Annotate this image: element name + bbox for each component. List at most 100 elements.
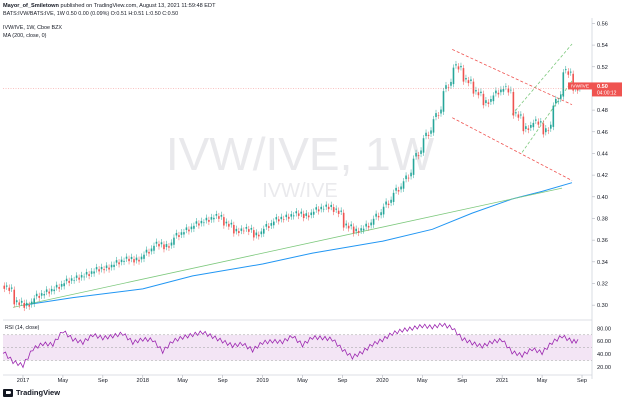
candle-body [43, 294, 45, 296]
candle-body [68, 280, 70, 283]
candle-body [305, 213, 308, 216]
candle-body [447, 87, 450, 88]
candle-body [395, 187, 397, 191]
x-tick-label: 2021 [496, 378, 508, 384]
candle-body [233, 224, 235, 234]
candle-body [475, 90, 477, 92]
ma-legend[interactable]: MA (200, close, 0) [3, 33, 47, 39]
candle-body [110, 264, 113, 268]
candle-body [355, 228, 357, 232]
rising-trendline [12, 187, 563, 308]
candle-body [63, 283, 65, 287]
candle-body [442, 91, 445, 112]
candle-body [342, 212, 345, 228]
symbol-tag-label: IVW/IVE [571, 84, 589, 90]
candle-body [452, 67, 455, 85]
candle-body [243, 230, 245, 232]
symbol-legend[interactable]: IVW/IVE, 1W, Cboe BZX [3, 25, 63, 31]
candle-body [20, 300, 23, 303]
candle-body [457, 66, 460, 70]
tradingview-logo-icon [3, 388, 13, 397]
y-tick-label: 0.40 [597, 195, 608, 201]
candle-body [248, 229, 250, 232]
candle-body [205, 217, 208, 221]
candle-body [562, 72, 565, 97]
candle-body [285, 214, 288, 218]
candle-body [198, 223, 200, 226]
candle-body [213, 217, 215, 220]
candle-body [407, 177, 410, 179]
candle-body [365, 223, 367, 227]
candle-body [330, 204, 332, 207]
candle-body [307, 215, 310, 218]
candle-body [375, 213, 377, 217]
candle-body [85, 271, 88, 275]
channel-up-bottom [521, 80, 573, 153]
candle-body [397, 190, 400, 192]
candle-body [382, 206, 385, 215]
rsi-tick-label: 60.00 [597, 339, 611, 345]
candle-body [70, 278, 73, 281]
x-tick-label: May [537, 378, 548, 384]
candle-body [402, 181, 405, 189]
candle-body [377, 215, 380, 218]
candle-body [347, 225, 350, 229]
candle-body [550, 124, 552, 129]
candle-body [465, 78, 467, 80]
y-tick-label: 0.46 [597, 130, 608, 136]
candle-body [490, 99, 492, 102]
price-tag [592, 82, 622, 97]
candle-body [200, 220, 203, 224]
brand-label: TradingView [16, 388, 61, 397]
x-tick-label: Sep [577, 378, 587, 384]
candle-body [335, 208, 337, 210]
candle-body [440, 109, 442, 114]
candle-body [18, 302, 21, 305]
candle-body [83, 276, 85, 278]
candle-body [228, 223, 230, 227]
y-tick-label: 0.32 [597, 281, 608, 287]
candle-body [520, 114, 522, 116]
candle-body [525, 126, 527, 130]
candle-body [485, 100, 487, 103]
candle-body [150, 248, 153, 252]
channel-top [452, 49, 573, 106]
rsi-legend[interactable]: RSI (14, close) [5, 325, 40, 331]
candle-body [512, 91, 515, 116]
candle-body [25, 302, 28, 306]
candle-body [327, 206, 330, 210]
candle-body [208, 219, 210, 222]
candle-body [50, 288, 53, 292]
candle-body [235, 228, 238, 232]
candle-body [300, 211, 303, 214]
publish-date: published on TradingView.com, August 13,… [60, 3, 216, 9]
author-name[interactable]: Mayor_of_Smiletown [3, 3, 59, 9]
x-tick-label: 2019 [256, 378, 268, 384]
candle-body [432, 119, 435, 133]
candle-body [163, 244, 165, 250]
candle-body [302, 213, 305, 219]
rsi-tick-label: 80.00 [597, 326, 611, 332]
candle-body [507, 88, 510, 93]
candle-body [500, 89, 502, 93]
candle-body [515, 112, 517, 114]
candle-body [35, 293, 38, 297]
candle-body [33, 298, 35, 304]
candle-body [560, 94, 562, 99]
candle-body [170, 242, 173, 246]
channel-up-top [511, 43, 573, 115]
candle-body [295, 211, 298, 214]
candle-body [437, 115, 440, 116]
y-tick-label: 0.48 [597, 108, 608, 114]
candle-body [5, 285, 8, 287]
candle-body [153, 245, 155, 251]
candle-body [58, 287, 60, 289]
candle-body [425, 132, 427, 137]
candle-body [88, 274, 90, 276]
y-tick-label: 0.54 [597, 43, 608, 49]
x-tick-label: May [177, 378, 188, 384]
candle-body [547, 130, 550, 132]
candle-body [482, 93, 485, 106]
candle-body [98, 269, 100, 272]
